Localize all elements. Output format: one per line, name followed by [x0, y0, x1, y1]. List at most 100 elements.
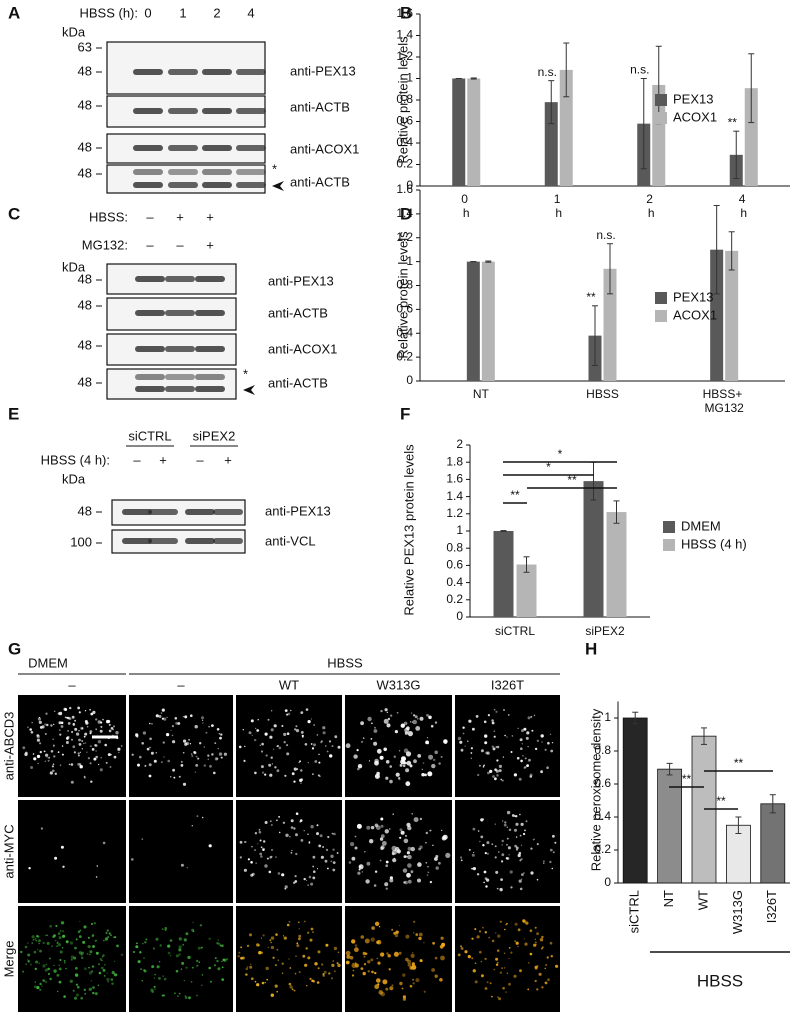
fluorescence-dot — [485, 751, 488, 755]
blot-box — [111, 529, 246, 554]
fluorescence-dot — [68, 763, 71, 766]
fluorescence-dot — [295, 955, 297, 957]
bracket-label: ** — [682, 772, 692, 786]
fluorescence-dot — [388, 968, 391, 971]
legend-label: PEX13 — [673, 91, 713, 106]
fluorescence-dot — [174, 717, 178, 720]
y-tick-label: 1.6 — [396, 6, 413, 20]
unit-label: kDa — [62, 471, 86, 486]
fluorescence-dot — [55, 924, 58, 928]
fluorescence-dot — [47, 942, 49, 944]
fluorescence-dot — [94, 939, 98, 942]
fluorescence-dot — [310, 882, 314, 886]
fluorescence-dot — [72, 745, 76, 748]
fluorescence-dot — [225, 958, 229, 961]
fluorescence-dot — [374, 921, 380, 926]
band — [168, 145, 198, 151]
fluorescence-dot — [79, 765, 83, 769]
fluorescence-dot — [314, 760, 318, 763]
fluorescence-dot — [493, 735, 496, 738]
fluorescence-dot — [175, 969, 179, 973]
band — [135, 346, 165, 352]
fluorescence-dot — [245, 973, 248, 976]
fluorescence-dot — [428, 715, 432, 720]
y-tick-label: 1.6 — [446, 472, 463, 486]
significance-label: ** — [728, 115, 738, 129]
fluorescence-dot — [425, 831, 428, 835]
fluorescence-dot — [415, 933, 419, 936]
fluorescence-dot — [90, 980, 93, 982]
fluorescence-dot — [380, 709, 383, 713]
fluorescence-dot — [442, 834, 448, 840]
fluorescence-dot — [200, 946, 203, 949]
fluorescence-dot — [459, 740, 463, 744]
fluorescence-dot — [323, 970, 327, 974]
fluorescence-dot — [79, 763, 82, 766]
fluorescence-dot — [378, 926, 381, 928]
legend-label: DMEM — [681, 518, 721, 533]
fluorescence-dot — [52, 738, 54, 740]
fluorescence-dot — [379, 952, 385, 957]
fluorescence-dot — [535, 943, 537, 945]
band — [168, 69, 198, 75]
fluorescence-dot — [286, 923, 290, 927]
fluorescence-dot — [78, 743, 82, 746]
fluorescence-dot — [69, 979, 74, 983]
fluorescence-dot — [300, 711, 304, 714]
fluorescence-dot — [181, 961, 185, 965]
fluorescence-dot — [167, 944, 171, 948]
fluorescence-dot — [521, 743, 523, 745]
fluorescence-dot — [269, 735, 273, 739]
fluorescence-dot — [391, 928, 394, 931]
fluorescence-dot — [288, 958, 290, 960]
fluorescence-dot — [502, 756, 505, 758]
fluorescence-dot — [480, 974, 484, 978]
fluorescence-dot — [139, 951, 142, 954]
fluorescence-dot — [166, 733, 170, 737]
fluorescence-dot — [392, 858, 397, 863]
y-tick-label: 0 — [604, 875, 611, 889]
fluorescence-dot — [177, 995, 179, 997]
fluorescence-dot — [63, 961, 66, 964]
fluorescence-dot — [71, 715, 75, 719]
fluorescence-dot — [412, 982, 415, 985]
fluorescence-dot — [383, 718, 389, 724]
fluorescence-dot — [59, 959, 62, 961]
fluorescence-dot — [379, 755, 384, 760]
fluorescence-dot — [371, 926, 375, 930]
fluorescence-dot — [193, 930, 195, 933]
fluorescence-dot — [84, 992, 87, 995]
fluorescence-dot — [313, 743, 316, 747]
fluorescence-dot — [374, 870, 378, 873]
fluorescence-dot — [471, 853, 475, 857]
fluorescence-dot — [305, 708, 309, 711]
fluorescence-dot — [247, 858, 250, 861]
fluorescence-dot — [361, 871, 363, 873]
antibody-label: anti-ACOX1 — [290, 141, 359, 156]
fluorescence-dot — [259, 839, 262, 842]
fluorescence-dot — [299, 760, 301, 763]
fluorescence-dot — [240, 956, 243, 960]
fluorescence-dot — [541, 947, 543, 950]
fluorescence-dot — [396, 711, 399, 714]
fluorescence-dot — [106, 972, 109, 974]
fluorescence-dot — [268, 763, 272, 767]
fluorescence-dot — [93, 757, 97, 761]
bar — [652, 84, 666, 186]
fluorescence-dot — [154, 973, 157, 976]
fluorescence-dot — [365, 952, 368, 955]
fluorescence-dot — [403, 855, 407, 858]
bar — [710, 249, 724, 381]
fluorescence-dot — [486, 981, 489, 984]
fluorescence-dot — [360, 721, 364, 726]
column-label: W313G — [376, 677, 420, 692]
fluorescence-dot — [120, 745, 123, 747]
fluorescence-dot — [387, 954, 391, 958]
fluorescence-dot — [494, 856, 497, 859]
fluorescence-dot — [249, 965, 253, 969]
fluorescence-dot — [477, 830, 480, 832]
fluorescence-dot — [479, 950, 482, 954]
fluorescence-dot — [305, 879, 308, 881]
fluorescence-dot — [153, 985, 156, 988]
fluorescence-dot — [84, 720, 88, 723]
